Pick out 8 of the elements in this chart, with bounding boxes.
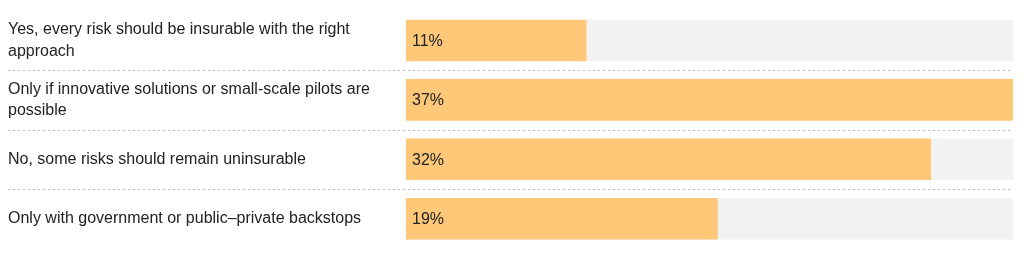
y-tick-label: Only with government or public–private backstops (8, 209, 362, 227)
data-label: 37% (412, 91, 445, 109)
y-tick-label: No, some risks should remain uninsurable (8, 149, 307, 167)
y-tick-label: Yes, every risk should be insurable with the right approach (8, 20, 351, 59)
data-label: 19% (412, 210, 445, 228)
data-label: 11% (412, 31, 443, 49)
data-label: 32% (412, 150, 445, 168)
y-tick-label: Only if innovative solutions or small-scale pilots are possible (8, 79, 371, 119)
